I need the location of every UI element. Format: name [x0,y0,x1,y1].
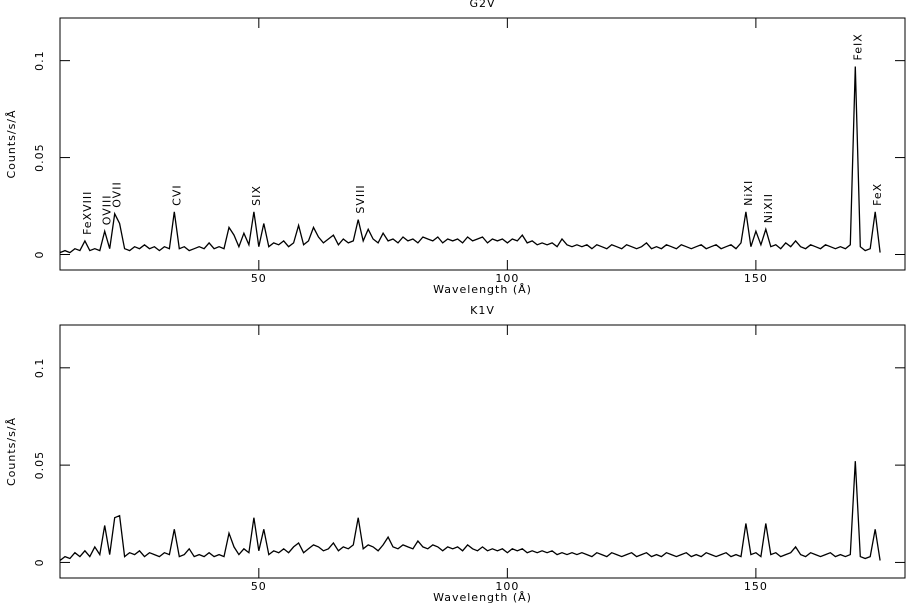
x-axis-label: Wavelength (Å) [433,591,532,603]
y-tick-label: 0 [33,250,46,258]
chart-title: K1V [470,304,495,317]
line-annotation: OVIII [101,194,114,225]
line-annotation: SVIII [354,184,367,213]
plot-frame [59,324,906,579]
x-tick-label: 100 [495,272,519,285]
x-tick-label: 150 [744,580,768,593]
y-axis-label: Counts/s/Å [5,109,18,178]
spectrum-line [59,461,881,562]
y-tick-label: 0 [33,558,46,566]
line-annotation: FeX [871,183,884,206]
x-tick-label: 50 [251,580,267,593]
spectrum-line [59,66,881,254]
line-annotation: SIX [250,185,263,206]
chart-title: G2V [469,0,495,10]
line-annotation: OVII [111,181,124,207]
line-annotation: NiXI [742,180,755,206]
y-tick-label: 0.1 [33,358,46,379]
line-annotation: CVI [170,184,183,205]
line-annotation: FeIX [851,33,864,60]
line-annotation: FeXVIII [81,191,94,235]
y-tick-label: 0.05 [33,143,46,172]
x-tick-label: 50 [251,272,267,285]
x-tick-label: 150 [744,272,768,285]
x-tick-label: 100 [495,580,519,593]
y-tick-label: 0.1 [33,50,46,70]
line-annotation: NiXII [762,193,775,223]
y-tick-label: 0.05 [33,451,46,480]
y-axis-label: Counts/s/Å [5,417,18,486]
plot-frame [59,17,906,271]
x-axis-label: Wavelength (Å) [433,283,532,296]
